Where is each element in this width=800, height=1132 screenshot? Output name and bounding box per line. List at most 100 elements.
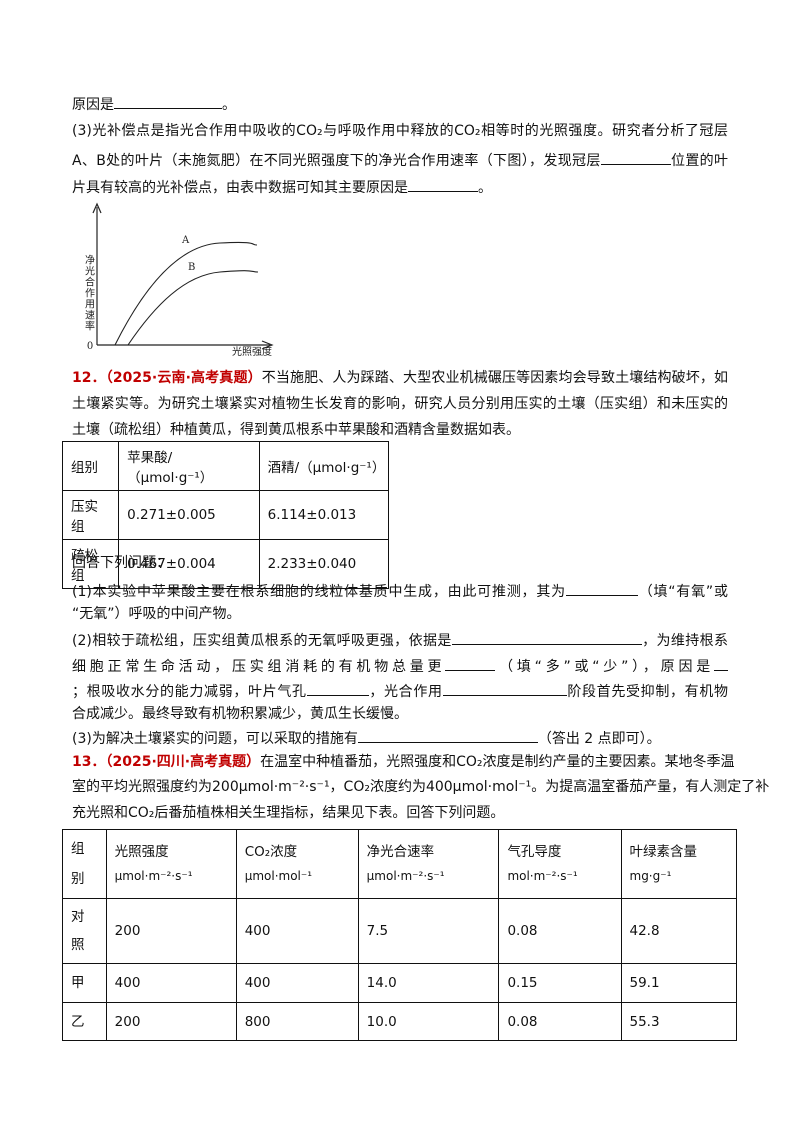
question-number: 13． [72, 754, 106, 770]
text: （答出 2 点即可）。 [537, 731, 661, 747]
text-line: (3)为解决土壤紧实的问题，可以采取的措施有 （答出 2 点即可）。 [72, 726, 728, 748]
text-line: (2)相较于疏松组，压实组黄瓜根系的无氧呼吸更强，依据是 ，为维持根系 [72, 628, 728, 650]
cell: 14.0 [357, 963, 500, 1003]
text: 充光照和CO₂后番茄植株相关生理指标，结果见下表。回答下列问题。 [72, 805, 505, 821]
header-cell: 净光合速率 μmol·m⁻²·s⁻¹ [357, 829, 500, 899]
x-axis-label: 光照强度 [232, 345, 272, 358]
cell: 0.271±0.005 [118, 490, 260, 540]
unit: mg·g⁻¹ [629, 869, 672, 883]
text: 在温室中种植番茄，光照强度和CO₂浓度是制约产量的主要因素。某地冬季温 [260, 754, 735, 770]
curve-a [114, 241, 258, 346]
text-line: 片具有较高的光补偿点，由表中数据可知其主要原因是 。 [72, 175, 728, 197]
header-cell: 组别 [61, 441, 120, 491]
cell: 6.114±0.013 [258, 490, 390, 540]
header-cell: CO₂浓度 μmol·mol⁻¹ [235, 829, 359, 899]
text-line: 12．（2025·云南·高考真题）不当施肥、人为踩踏、大型农业机械碾压等因素均会… [72, 367, 728, 389]
answer-blank [357, 726, 538, 743]
table-row: 组别 光照强度 μmol·m⁻²·s⁻¹ CO₂浓度 μmol·mol⁻¹ 净光合速率 μm… [62, 829, 737, 899]
header-cell: 气孔导度 mol·m⁻²·s⁻¹ [498, 829, 622, 899]
header-text: 净光合速率 [366, 844, 435, 860]
cell: 200 [105, 898, 237, 964]
table-row: 疏松组 0.467±0.004 2.233±0.040 [61, 539, 390, 589]
text-line: 细胞正常生命活动，压实组消耗的有机物总量更 （填“多”或“少”），原因是 [72, 654, 728, 676]
text: (3)光补偿点是指光合作用中吸收的CO₂与呼吸作用中释放的CO₂相等时的光照强度… [72, 123, 728, 139]
answer-blank [451, 628, 642, 645]
data-table: 组别 苹果酸/（μmol·g⁻¹） 酒精/（μmol·g⁻¹） 压实组 0.271±0.… [61, 441, 390, 589]
table-row: 组别 苹果酸/（μmol·g⁻¹） 酒精/（μmol·g⁻¹） [61, 441, 390, 491]
cell: 压实组 [61, 490, 120, 540]
text: 。 [222, 97, 236, 113]
cell: 0.08 [498, 1002, 622, 1041]
cell: 400 [235, 898, 359, 964]
question-source: （2025·云南·高考真题） [105, 370, 262, 386]
cell: 0.08 [498, 898, 622, 964]
header-text: 气孔导度 [507, 844, 562, 860]
text-line: (3)光补偿点是指光合作用中吸收的CO₂与呼吸作用中释放的CO₂相等时的光照强度… [72, 120, 728, 142]
x-arrow [261, 340, 274, 350]
text: 片具有较高的光补偿点，由表中数据可知其主要原因是 [72, 180, 408, 196]
text-line: ；根吸收水分的能力减弱，叶片气孔 ，光合作用 阶段首先受抑制，有机物 [72, 679, 728, 701]
header-cell: 苹果酸/（μmol·g⁻¹） [118, 441, 260, 491]
cell: 甲 [62, 963, 107, 1003]
cell: 疏松组 [61, 539, 120, 589]
unit: μmol·m⁻²·s⁻¹ [366, 869, 445, 883]
cell: 乙 [62, 1002, 107, 1041]
curve-label: B [188, 262, 195, 273]
origin-label: 0 [87, 341, 93, 352]
cell: 400 [235, 963, 359, 1003]
header-cell: 酒精/（μmol·g⁻¹） [258, 441, 390, 491]
y-axis-label: 净光合作用速率 [83, 253, 95, 331]
text: 土壤紧实等。为研究土壤紧实对植物生长发育的影响，研究人员分别用压实的土壤（压实组… [72, 396, 728, 412]
table-row: 甲 400 400 14.0 0.15 59.1 [62, 963, 737, 1003]
text: 阶段首先受抑制，有机物 [566, 684, 729, 700]
header-text: 叶绿素含量 [629, 844, 698, 860]
cell: 2.233±0.040 [258, 539, 390, 589]
cell: 400 [105, 963, 237, 1003]
text-line: 合成减少。最终导致有机物积累减少，黄瓜生长缓慢。 [72, 703, 728, 725]
header-text: 光照强度 [114, 844, 169, 860]
text-line: A、B处的叶片（未施氮肥）在不同光照强度下的净光合作用速率（下图），发现冠层 位置… [72, 148, 728, 170]
cell: 对照 [62, 898, 107, 964]
text: 不当施肥、人为踩踏、大型农业机械碾压等因素均会导致土壤结构破坏，如 [261, 370, 729, 386]
text: ，光合作用 [368, 684, 443, 700]
cell: 7.5 [357, 898, 500, 964]
text: A、B处的叶片（未施氮肥）在不同光照强度下的净光合作用速率（下图），发现冠层 [72, 153, 601, 169]
answer-blank [445, 654, 496, 671]
table-row: 压实组 0.271±0.005 6.114±0.013 [61, 490, 390, 540]
cell: 200 [105, 1002, 237, 1041]
table-row: 对照 200 400 7.5 0.08 42.8 [62, 898, 737, 964]
cell: 59.1 [620, 963, 737, 1003]
text-line: 原因是 。 [72, 92, 728, 114]
header-text: 组别 [71, 841, 85, 887]
answer-blank [114, 92, 222, 109]
text: 室的平均光照强度约为200μmol·m⁻²·s⁻¹，CO₂浓度约为400μmol… [72, 779, 770, 795]
cell: 10.0 [357, 1002, 500, 1041]
cell: 0.15 [498, 963, 622, 1003]
figure: A B 净光合作用速率 0 光照强度 [83, 202, 274, 358]
text: （填“有氧”或 [637, 584, 728, 600]
text: (2)相较于疏松组，压实组黄瓜根系的无氧呼吸更强，依据是 [72, 633, 452, 649]
text: 。 [478, 180, 492, 196]
text: ，为维持根系 [641, 633, 728, 649]
text: 原因是 [72, 97, 114, 113]
unit: mol·m⁻²·s⁻¹ [507, 869, 578, 883]
curve-label: A [181, 235, 190, 246]
unit: μmol·mol⁻¹ [244, 869, 313, 883]
text-line: 13．（2025·四川·高考真题）在温室中种植番茄，光照强度和CO₂浓度是制约产… [72, 751, 735, 773]
header-text: CO₂浓度 [244, 844, 298, 860]
header-cell: 叶绿素含量 mg·g⁻¹ [620, 829, 737, 899]
cell: 0.467±0.004 [118, 539, 260, 589]
y-arrow [92, 202, 102, 214]
table-row: 乙 200 800 10.0 0.08 55.3 [62, 1002, 737, 1041]
text: ；根吸收水分的能力减弱，叶片气孔 [72, 684, 307, 700]
text: 位置的叶 [670, 153, 729, 169]
text: 细胞正常生命活动，压实组消耗的有机物总量更 [72, 659, 446, 675]
text-line: “无氧”）呼吸的中间产物。 [72, 603, 728, 625]
header-cell: 光照强度 μmol·m⁻²·s⁻¹ [105, 829, 237, 899]
answer-blank [442, 679, 567, 696]
question-number: 12． [72, 370, 106, 386]
header-cell: 组别 [62, 829, 107, 899]
text-line: 土壤（疏松组）种植黄瓜，得到黄瓜根系中苹果酸和酒精含量数据如表。 [72, 419, 728, 441]
text-line: 室的平均光照强度约为200μmol·m⁻²·s⁻¹，CO₂浓度约为400μmol… [72, 776, 769, 798]
